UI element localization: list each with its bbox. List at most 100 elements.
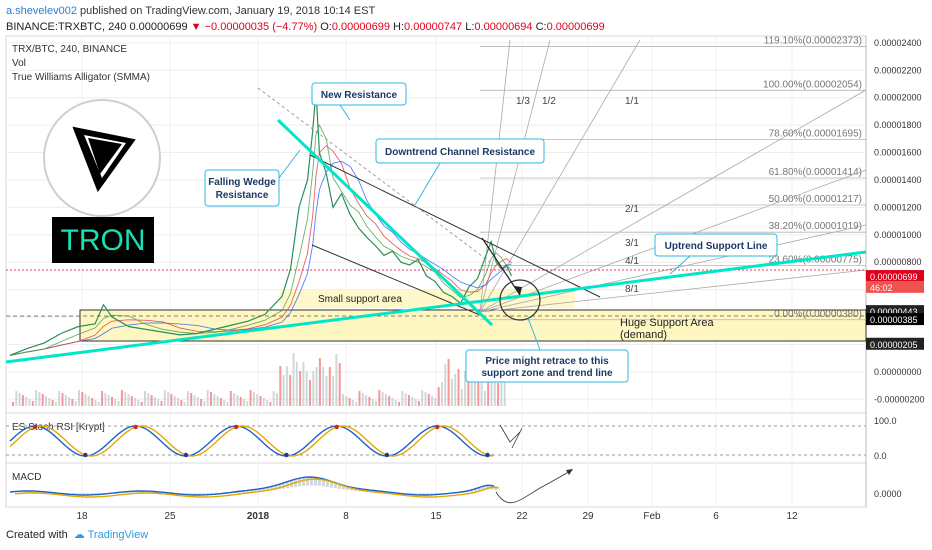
volume-bar: [229, 391, 232, 406]
volume-bar: [474, 381, 476, 406]
volume-bar: [467, 366, 470, 406]
alligator-line: [9, 145, 512, 356]
fib-extension-levels: 119.10%(0.00002373) 100.00%(0.00002054) 78…: [480, 36, 866, 321]
macd-histogram-bar: [414, 493, 417, 495]
volume-bar: [68, 397, 71, 406]
y-tick-label: 0.00000000: [874, 367, 922, 377]
volume-bar: [216, 396, 219, 406]
tron-logo-icon: [43, 99, 161, 217]
macd-histogram-bar: [270, 486, 273, 491]
macd-histogram-bar: [478, 487, 481, 491]
volume-bar: [361, 393, 364, 406]
volume-bar: [120, 390, 123, 406]
projection-arrowhead: [514, 286, 522, 295]
volume-bar: [282, 375, 285, 406]
macd-histogram-bar: [190, 493, 193, 495]
l-value: 0.00000694: [474, 21, 533, 33]
macd-histogram-bar: [238, 491, 241, 493]
volume-bar: [137, 400, 140, 406]
volume-bar: [447, 359, 450, 406]
macd-histogram-bar: [130, 491, 133, 493]
volume-bar: [157, 399, 160, 406]
macd-histogram-bar: [246, 490, 249, 493]
small-support-label: Small support area: [318, 294, 402, 305]
fib-level-label: 119.10%(0.00002373): [764, 36, 862, 47]
fan-label: 1/2: [542, 96, 556, 107]
price-tag-label: 0.00000205: [870, 340, 918, 350]
volume-bar: [355, 402, 358, 406]
macd-histogram-bar: [254, 489, 257, 492]
volume-bar: [190, 393, 193, 406]
author-link[interactable]: a.shevelev002: [6, 5, 77, 17]
fan-label: 4/1: [625, 256, 639, 267]
macd-histogram-bar: [346, 486, 349, 491]
stoch-peak-dot: [133, 424, 138, 430]
volume-bar: [483, 391, 486, 406]
volume-bar: [84, 394, 87, 406]
volume-bar: [414, 399, 417, 406]
macd-histogram-bar: [418, 493, 421, 495]
x-tick-label: 12: [786, 511, 798, 522]
callout-text: support zone and trend line: [481, 368, 613, 379]
volume-bar: [160, 401, 163, 406]
callout-text: Uptrend Support Line: [665, 241, 768, 252]
fan-label: 2/1: [625, 204, 639, 215]
stoch-title: ES Stoch RSI [Krypt]: [12, 422, 105, 433]
volume-bar: [318, 358, 321, 406]
volume-bar: [302, 362, 305, 406]
volume-bar: [193, 395, 196, 406]
volume-bar: [12, 402, 14, 406]
callout-text: Falling Wedge: [208, 177, 276, 188]
volume-bar: [124, 392, 127, 406]
volume-bar: [246, 401, 249, 406]
macd-histogram-bar: [22, 491, 25, 493]
x-tick-label: 22: [516, 511, 528, 522]
stoch-trough-dot: [384, 452, 390, 458]
macd-histogram-bar: [326, 479, 329, 487]
volume-bar: [450, 379, 453, 406]
macd-histogram-bar: [462, 491, 465, 493]
stoch-lines: [9, 424, 494, 458]
volume-bar: [233, 393, 236, 406]
volume-bar: [401, 391, 404, 406]
macd-histogram-bar: [486, 485, 489, 490]
price-tag-label: 0.00000699: [870, 272, 918, 282]
fan-label: 3/1: [625, 238, 639, 249]
tradingview-logo-icon[interactable]: ☁ TradingView: [73, 529, 149, 541]
volume-bar: [262, 398, 265, 406]
publish-line: a.shevelev002 published on TradingView.c…: [6, 5, 375, 17]
volume-bar: [64, 395, 67, 406]
macd-histogram-bar: [94, 493, 97, 495]
l-label: L:: [465, 21, 475, 33]
macd-histogram-bar: [338, 483, 341, 489]
ohlc-line: BINANCE:TRXBTC, 240 0.00000699 ▼ −0.0000…: [6, 21, 605, 33]
fib-level-label: 23.60%(0.00000775): [769, 255, 862, 266]
c-label: C:: [535, 21, 547, 33]
volume-bar: [328, 367, 331, 406]
volume-bar: [345, 396, 348, 406]
macd-histogram-bar: [194, 493, 197, 495]
y-tick-label: 0.00001000: [874, 230, 922, 240]
y-tick-label: 0.00000800: [874, 257, 922, 267]
macd-histogram-bar: [470, 490, 473, 493]
volume-bar: [147, 393, 150, 406]
volume-bar: [177, 398, 179, 406]
c-value: 0.00000699: [546, 21, 605, 33]
volume-bar: [130, 396, 133, 406]
volume-bar: [381, 392, 384, 406]
volume-bar: [464, 371, 467, 406]
macd-forecast-arrow: [495, 469, 573, 504]
volume-bar: [434, 398, 437, 406]
macd-histogram-bar: [138, 491, 141, 493]
volume-bar: [48, 398, 51, 406]
volume-bar: [371, 399, 374, 406]
volume-bar: [167, 392, 170, 406]
huge-support-label: Huge Support Area: [620, 317, 714, 329]
volume-bar: [183, 402, 186, 406]
macd-histogram-bar: [482, 486, 485, 491]
macd-histogram-bar: [258, 489, 261, 492]
volume-bar: [78, 390, 80, 406]
volume-bar: [411, 397, 414, 406]
x-tick-label: 2018: [247, 511, 270, 522]
